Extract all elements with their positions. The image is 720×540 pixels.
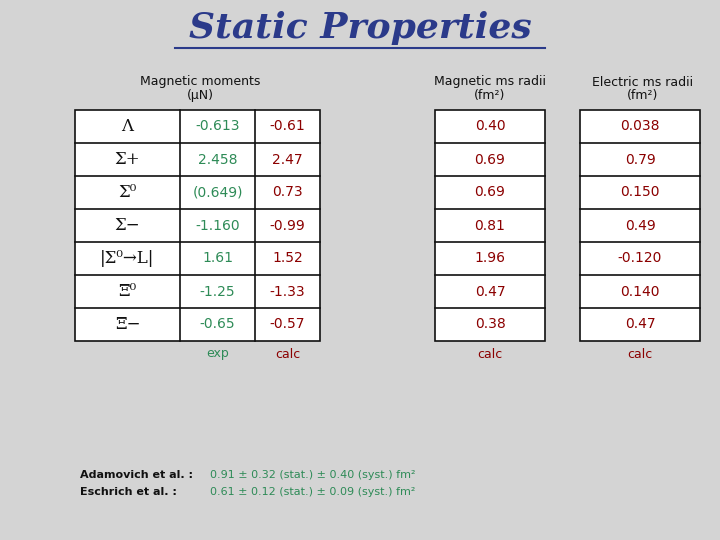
Bar xyxy=(75,110,320,341)
Text: 0.69: 0.69 xyxy=(474,152,505,166)
Text: -0.61: -0.61 xyxy=(269,119,305,133)
Text: Eschrich et al. :: Eschrich et al. : xyxy=(80,487,177,497)
Text: 0.79: 0.79 xyxy=(625,152,655,166)
Text: 0.140: 0.140 xyxy=(620,285,660,299)
Text: (μN): (μN) xyxy=(186,90,214,103)
Text: -1.160: -1.160 xyxy=(195,219,240,233)
Text: -0.99: -0.99 xyxy=(269,219,305,233)
Text: 0.038: 0.038 xyxy=(620,119,660,133)
Text: (0.649): (0.649) xyxy=(192,186,243,199)
Text: calc: calc xyxy=(477,348,503,361)
Text: 0.47: 0.47 xyxy=(625,318,655,332)
Text: exp: exp xyxy=(206,348,229,361)
Text: Electric ms radii: Electric ms radii xyxy=(593,76,693,89)
Text: -0.57: -0.57 xyxy=(270,318,305,332)
Text: -0.120: -0.120 xyxy=(618,252,662,266)
Text: 0.69: 0.69 xyxy=(474,186,505,199)
Text: 0.47: 0.47 xyxy=(474,285,505,299)
Text: Σ+: Σ+ xyxy=(114,151,140,168)
Text: Adamovich et al. :: Adamovich et al. : xyxy=(80,470,193,480)
Text: 0.40: 0.40 xyxy=(474,119,505,133)
Text: 1.52: 1.52 xyxy=(272,252,303,266)
Text: calc: calc xyxy=(627,348,652,361)
Text: 1.61: 1.61 xyxy=(202,252,233,266)
Bar xyxy=(435,110,545,341)
Text: (fm²): (fm²) xyxy=(627,90,659,103)
Text: (fm²): (fm²) xyxy=(474,90,505,103)
Text: 0.49: 0.49 xyxy=(625,219,655,233)
Text: 0.91 ± 0.32 (stat.) ± 0.40 (syst.) fm²: 0.91 ± 0.32 (stat.) ± 0.40 (syst.) fm² xyxy=(210,470,415,480)
Text: |Σ⁰→L|: |Σ⁰→L| xyxy=(100,250,155,267)
Text: Ξ⁰: Ξ⁰ xyxy=(118,283,137,300)
Text: Σ−: Σ− xyxy=(114,217,140,234)
Text: Static Properties: Static Properties xyxy=(189,11,531,45)
Text: -1.25: -1.25 xyxy=(199,285,235,299)
Text: Ξ−: Ξ− xyxy=(114,316,140,333)
Text: Magnetic moments: Magnetic moments xyxy=(140,76,260,89)
Text: -1.33: -1.33 xyxy=(270,285,305,299)
Text: 0.81: 0.81 xyxy=(474,219,505,233)
Text: 1.96: 1.96 xyxy=(474,252,505,266)
Text: 2.47: 2.47 xyxy=(272,152,303,166)
Text: Σ⁰: Σ⁰ xyxy=(118,184,137,201)
Text: calc: calc xyxy=(275,348,300,361)
Text: 0.150: 0.150 xyxy=(620,186,660,199)
Text: -0.65: -0.65 xyxy=(199,318,235,332)
Text: 0.61 ± 0.12 (stat.) ± 0.09 (syst.) fm²: 0.61 ± 0.12 (stat.) ± 0.09 (syst.) fm² xyxy=(210,487,415,497)
Text: Λ: Λ xyxy=(122,118,133,135)
Text: 0.38: 0.38 xyxy=(474,318,505,332)
Text: 2.458: 2.458 xyxy=(198,152,238,166)
Text: 0.73: 0.73 xyxy=(272,186,303,199)
Text: -0.613: -0.613 xyxy=(195,119,240,133)
Text: Magnetic ms radii: Magnetic ms radii xyxy=(434,76,546,89)
Bar xyxy=(580,110,700,341)
